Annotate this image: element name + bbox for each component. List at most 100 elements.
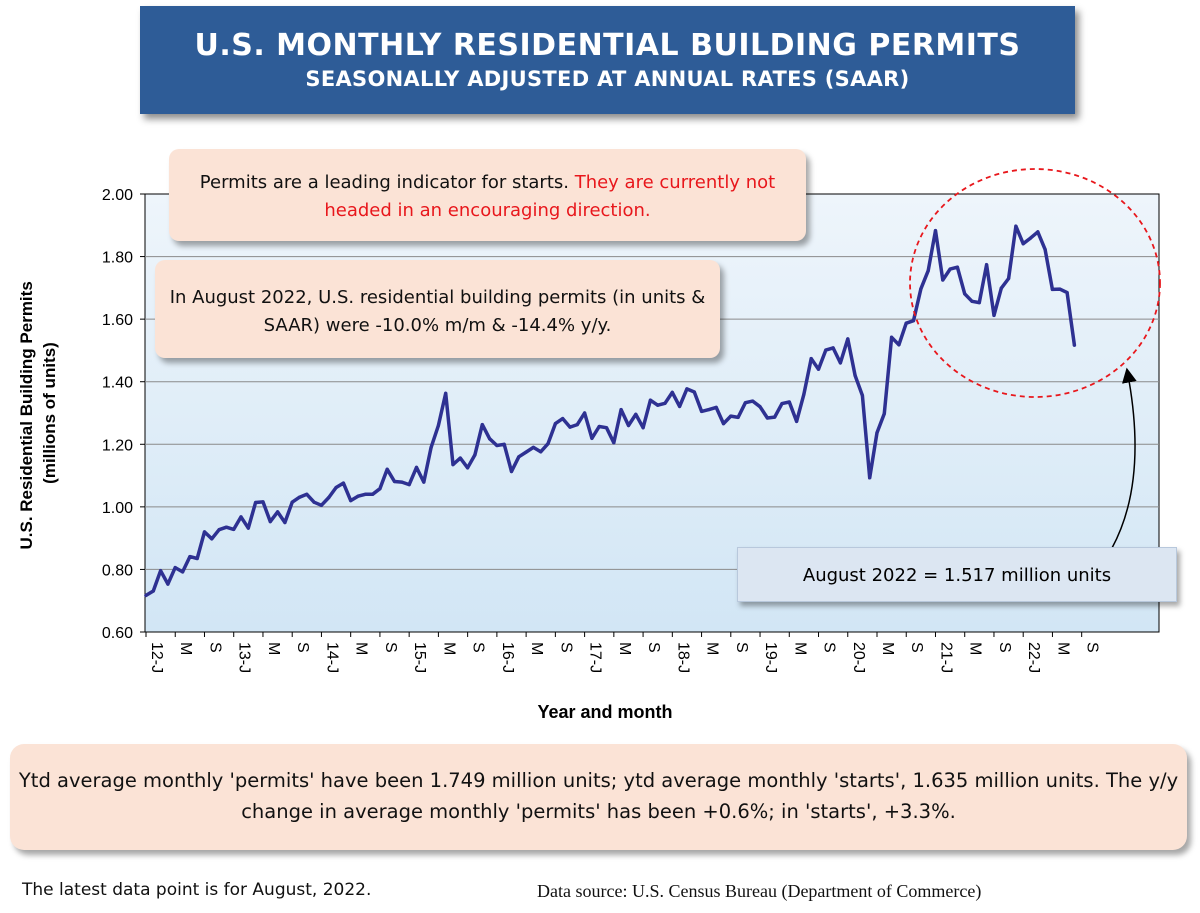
- data-point: [977, 301, 981, 305]
- data-point: [422, 480, 426, 484]
- data-point: [378, 487, 382, 491]
- data-point: [473, 453, 477, 457]
- data-point: [1050, 287, 1054, 291]
- data-point: [634, 412, 638, 416]
- data-point: [217, 528, 221, 532]
- data-point: [626, 423, 631, 428]
- data-point: [663, 401, 667, 405]
- data-point: [327, 495, 331, 500]
- data-point: [985, 263, 989, 267]
- data-point: [919, 287, 923, 291]
- data-point: [151, 589, 155, 593]
- title-banner: U.S. MONTHLY RESIDENTIAL BUILDING PERMIT…: [140, 6, 1075, 114]
- data-point: [407, 483, 411, 487]
- data-point: [1072, 343, 1076, 347]
- data-point: [1028, 236, 1033, 240]
- data-point: [232, 527, 236, 532]
- data-point: [597, 424, 601, 429]
- x-tick-label: S: [294, 642, 311, 653]
- data-point: [451, 463, 455, 467]
- x-tick-label: 21-J: [937, 642, 954, 673]
- data-point: [144, 593, 148, 598]
- x-tick-label: M: [704, 642, 721, 655]
- data-point: [1007, 276, 1011, 281]
- y-axis-title: U.S. Residential Building Permits: [17, 281, 36, 549]
- data-point: [707, 408, 711, 412]
- data-point: [246, 526, 250, 530]
- data-point: [297, 495, 302, 499]
- data-point: [334, 485, 338, 490]
- data-point: [860, 393, 865, 398]
- data-point: [941, 278, 945, 282]
- data-point: [736, 415, 740, 419]
- y-tick-label: 1.00: [102, 500, 133, 517]
- y-tick-label: 1.40: [102, 375, 133, 392]
- x-tick-label: M: [616, 642, 633, 655]
- data-point: [721, 422, 726, 426]
- data-point: [933, 229, 938, 233]
- data-point: [261, 500, 265, 504]
- data-point: [1036, 230, 1040, 234]
- data-point: [1021, 242, 1025, 246]
- data-point: [648, 398, 653, 402]
- data-point: [1058, 287, 1062, 291]
- data-point: [181, 570, 185, 574]
- data-point: [897, 343, 901, 347]
- y-tick-label: 1.60: [102, 312, 133, 329]
- data-point: [882, 412, 886, 416]
- data-point: [911, 319, 916, 323]
- data-point: [553, 422, 558, 426]
- y-axis-label: U.S. Residential Building Permits (milli…: [17, 276, 59, 549]
- x-tick-label: S: [908, 642, 925, 653]
- x-tick-label: S: [1084, 642, 1101, 653]
- data-point: [561, 417, 565, 421]
- data-point: [429, 445, 433, 449]
- data-point: [816, 367, 821, 371]
- data-point: [224, 525, 228, 529]
- data-points: [144, 224, 1076, 598]
- callout2-text: In August 2022, U.S. residential buildin…: [169, 287, 706, 336]
- x-tick-label: 19-J: [762, 642, 779, 673]
- latest-value-text: August 2022 = 1.517 million units: [802, 565, 1112, 586]
- data-point: [729, 414, 733, 418]
- x-tick-label: M: [967, 642, 984, 655]
- data-point: [670, 390, 674, 394]
- data-point: [349, 499, 353, 503]
- x-axis-label: Year and month: [537, 702, 672, 722]
- x-tick-label: S: [996, 642, 1013, 653]
- data-point: [846, 337, 850, 341]
- data-point: [948, 267, 952, 271]
- x-tick-label: M: [528, 642, 545, 655]
- data-point: [531, 445, 536, 449]
- data-point: [1043, 247, 1047, 251]
- x-tick-label: M: [353, 642, 370, 655]
- data-point: [414, 465, 419, 469]
- y-tick-label: 2.00: [102, 187, 133, 204]
- data-point: [838, 361, 843, 365]
- y-axis-units: (millions of units): [40, 342, 59, 484]
- data-point: [363, 492, 367, 496]
- data-point: [188, 555, 192, 559]
- data-point: [502, 442, 506, 446]
- x-axis-ticks: 12-J M S 13-J M S 14-J M S 15-J M S 16-J M S 17-J M S 18-J…: [145, 632, 1101, 673]
- data-point: [159, 569, 163, 573]
- data-point: [166, 582, 170, 586]
- x-tick-label: S: [645, 642, 662, 653]
- data-point: [853, 373, 857, 378]
- callout1-warning-text: They are currently not headed in an enco…: [324, 172, 776, 221]
- data-point: [612, 441, 616, 445]
- data-point: [700, 409, 704, 413]
- x-tick-label: 15-J: [411, 642, 428, 673]
- x-tick-label: 20-J: [850, 642, 867, 673]
- x-tick-label: S: [733, 642, 750, 653]
- data-point: [436, 423, 440, 428]
- x-tick-label: 14-J: [323, 642, 340, 673]
- data-point: [787, 400, 791, 404]
- x-tick-label: 17-J: [587, 642, 604, 673]
- data-point: [641, 426, 645, 430]
- data-point: [743, 401, 748, 405]
- data-point: [371, 492, 375, 496]
- data-point: [319, 503, 323, 507]
- x-tick-label: M: [1054, 642, 1071, 655]
- data-point: [312, 500, 316, 504]
